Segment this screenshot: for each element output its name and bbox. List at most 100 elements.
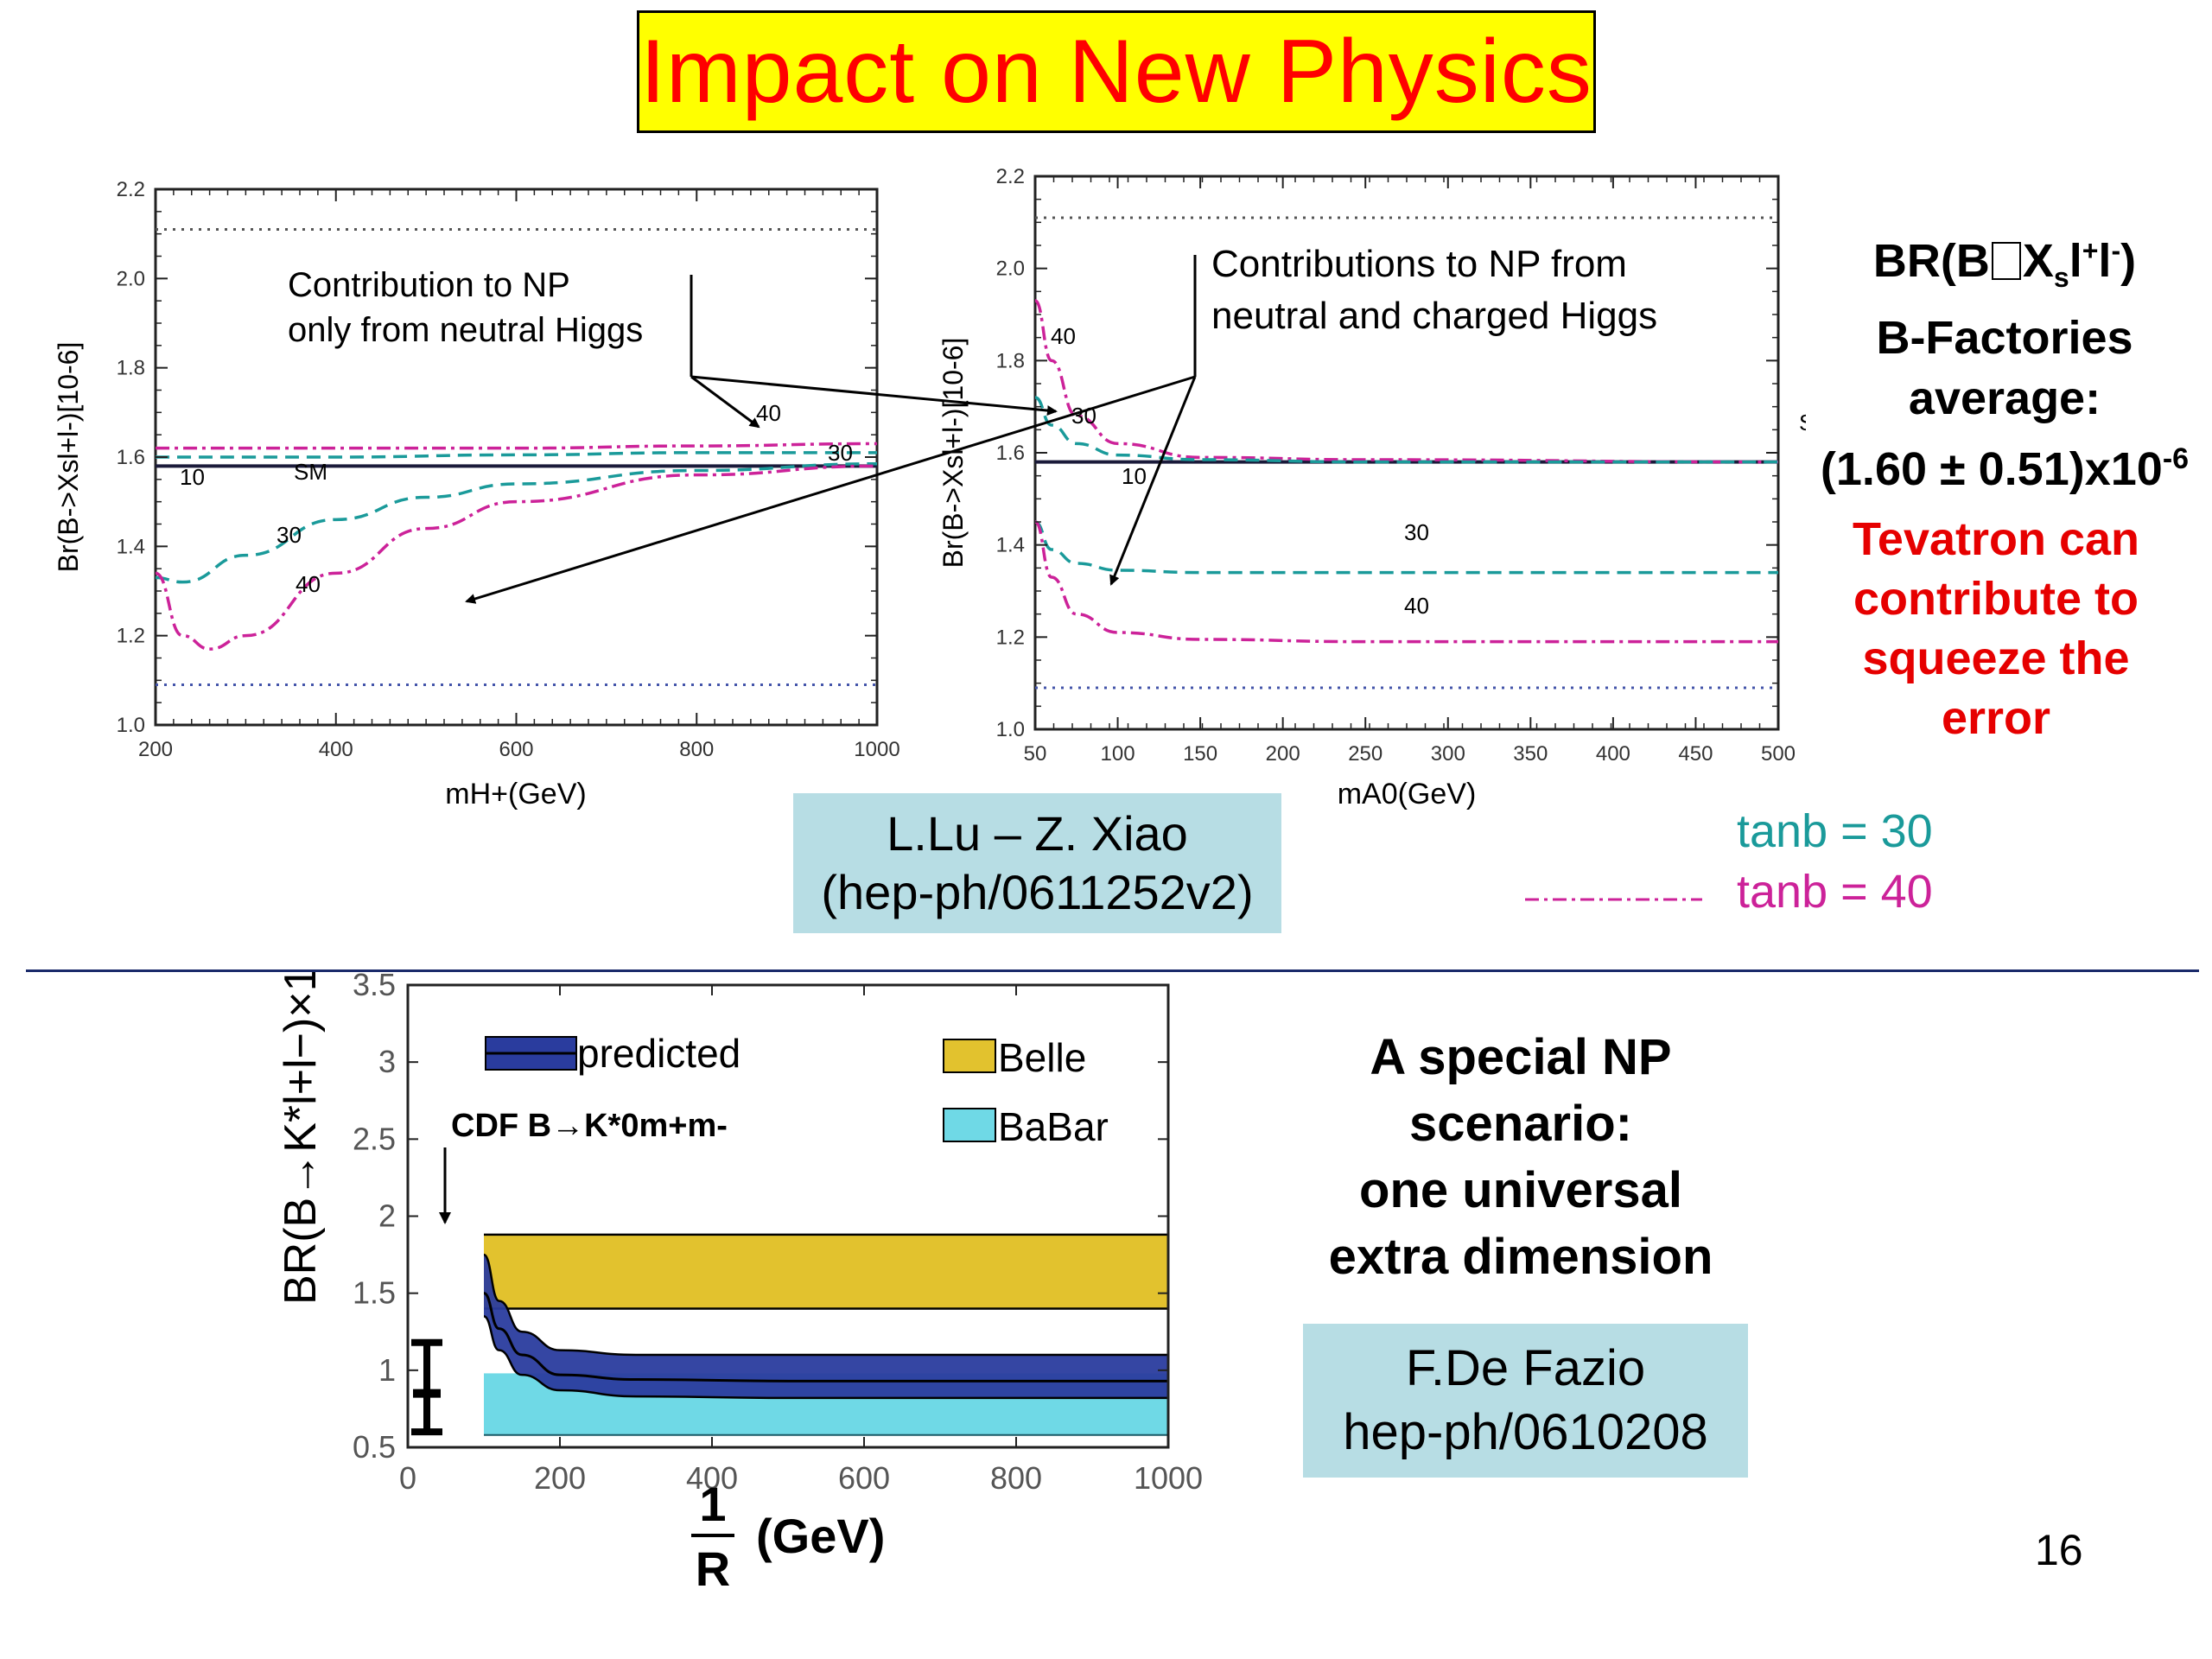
curve-label: 40 — [756, 400, 781, 426]
annotation-line-2: neutral and charged Higgs — [1211, 295, 1657, 337]
series-curve-2 — [155, 462, 878, 584]
ref-author: F.De Fazio — [1405, 1340, 1646, 1396]
slide-title: Impact on New Physics — [640, 21, 1592, 122]
x-tick-label: 500 — [1761, 742, 1796, 766]
x-tick-label: 0 — [399, 1460, 416, 1496]
y-tick-label: 0.5 — [353, 1429, 396, 1465]
cdf-data-point — [411, 1338, 442, 1436]
tevatron-line-3: squeeze the — [1862, 632, 2130, 684]
x-tick-label: 50 — [1024, 742, 1047, 766]
br-line-3: average: — [1908, 372, 2101, 424]
cdf-label: CDF B→K*0m+m- — [451, 1108, 728, 1144]
np-line-3: one universal — [1359, 1162, 1682, 1218]
chart-universal-extra-dimension: 0 200 400 600 800 1000 0.5 1 1.5 2 2.5 3 3.5 predict… — [270, 972, 1203, 1596]
tanb-30-label: tanb = 30 — [1737, 805, 1933, 857]
tanb-legend: tanb = 30 tanb = 40 — [1525, 805, 1933, 918]
br-line-2: B-Factories — [1876, 311, 2133, 364]
x-tick-label: 400 — [686, 1460, 738, 1496]
x-tick-label: 350 — [1513, 742, 1548, 766]
title-box: Impact on New Physics — [637, 10, 1596, 133]
x-tick-label: 1000 — [1134, 1460, 1203, 1496]
predicted-lower — [483, 1315, 1168, 1400]
curve-label: SM — [294, 459, 327, 485]
reference-lu-xiao: L.Lu – Z. Xiao (hep-ph/0611252v2) — [793, 793, 1281, 933]
x-tick-label: 1000 — [854, 738, 899, 761]
belle-band — [484, 1234, 1168, 1309]
curve-label: 30 — [276, 522, 302, 548]
annotation-line-1: Contribution to NP — [288, 266, 570, 304]
x-tick-label: 150 — [1183, 742, 1217, 766]
x-tick-label: 400 — [319, 738, 353, 761]
ref-authors: L.Lu – Z. Xiao — [887, 806, 1188, 861]
y-tick-label: 1.2 — [996, 626, 1025, 649]
series-curve-3 — [155, 464, 878, 651]
curve-label: 10 — [1122, 463, 1147, 489]
x-axis-label-num: 1 — [699, 1477, 726, 1531]
curve-label: 30 — [1404, 519, 1429, 545]
y-tick-label: 2 — [378, 1198, 396, 1234]
section-divider — [26, 969, 2199, 972]
curve-label: 40 — [1404, 593, 1429, 619]
np-line-2: scenario: — [1409, 1096, 1632, 1152]
x-tick-label: 200 — [138, 738, 173, 761]
reference-de-fazio: F.De Fazio hep-ph/0610208 — [1303, 1324, 1748, 1478]
predicted-band — [484, 1255, 1168, 1398]
page-number: 16 — [2035, 1526, 2083, 1574]
y-tick-label: 1.4 — [117, 535, 145, 558]
legend-belle-label: Belle — [998, 1035, 1086, 1080]
br-label: BR(B Xsl+l-) — [1872, 235, 2137, 293]
predicted-central — [483, 1292, 1168, 1382]
curve-label: 40 — [296, 571, 321, 597]
predicted-upper — [483, 1253, 1168, 1357]
curve-label: SM — [1799, 410, 1806, 435]
tanb-40-label: tanb = 40 — [1737, 866, 1933, 918]
x-tick-label: 800 — [679, 738, 714, 761]
x-tick-label: 600 — [838, 1460, 890, 1496]
y-tick-label: 3 — [378, 1044, 396, 1079]
y-axis-label: BR(B→K*l+l−)×106 — [270, 972, 326, 1305]
curve-label: 30 — [828, 440, 853, 466]
y-tick-label: 1.4 — [996, 534, 1025, 557]
y-tick-label: 2.0 — [117, 267, 145, 290]
x-tick-label: 300 — [1431, 742, 1465, 766]
tevatron-line-2: contribute to — [1853, 573, 2139, 625]
x-tick-label: 250 — [1348, 742, 1382, 766]
y-axis-label: Br(B->Xsl+l-)[10-6] — [938, 338, 969, 569]
br-average-block: BR(B Xsl+l-) B-Factories average: (1.60 ±… — [1797, 220, 2212, 499]
y-tick-label: 2.2 — [996, 165, 1025, 188]
tevatron-note: Tevatron can contribute to squeeze the e… — [1806, 510, 2186, 748]
x-axis-label: mH+(GeV) — [445, 778, 586, 810]
y-tick-label: 1.0 — [117, 714, 145, 737]
br-value: (1.60 ± 0.51)x10-6 — [1820, 442, 2190, 495]
x-tick-label: 200 — [1266, 742, 1300, 766]
legend-babar-label: BaBar — [998, 1104, 1109, 1149]
legend-belle: Belle — [943, 1035, 1086, 1080]
series-curve-1 — [156, 451, 877, 459]
ref-arxiv: (hep-ph/0611252v2) — [821, 865, 1254, 919]
series-curve-0 — [156, 442, 878, 450]
chart-higgs-charged-mass: 200 400 600 800 1000 1.0 1.2 1.4 1.6 1.8 2.0 2.2 mH… — [53, 178, 900, 810]
legend-babar: BaBar — [943, 1104, 1109, 1149]
x-tick-label: 400 — [1596, 742, 1630, 766]
np-line-1: A special NP — [1370, 1029, 1672, 1085]
y-tick-label: 1.6 — [117, 446, 145, 469]
curve-label: 10 — [180, 464, 205, 490]
y-tick-label: 1.6 — [996, 442, 1025, 465]
legend-predicted-label: predicted — [577, 1031, 741, 1076]
y-axis-label: Br(B->Xsl+l-)[10-6] — [53, 342, 84, 573]
x-tick-label: 200 — [534, 1460, 586, 1496]
annotation-line-2: only from neutral Higgs — [288, 311, 643, 349]
x-axis-label: 1 R (GeV) — [691, 1477, 885, 1596]
annotation-line-1: Contributions to NP from — [1211, 243, 1627, 285]
legend-predicted: predicted — [485, 1031, 741, 1076]
series-curve-1 — [1034, 396, 1778, 464]
x-tick-label: 600 — [499, 738, 533, 761]
tevatron-line-1: Tevatron can — [1852, 513, 2140, 565]
x-tick-label: 800 — [990, 1460, 1042, 1496]
chart-higgs-neutral-mass: 50 100 150 200 250 300 350 400 450 500 1.0 1.2 1.4 1.… — [938, 165, 1806, 810]
x-axis-label: mA0(GeV) — [1338, 778, 1477, 810]
y-tick-label: 2.0 — [996, 257, 1025, 281]
x-axis-label-den: R — [696, 1541, 730, 1596]
y-tick-label: 1.0 — [996, 718, 1025, 741]
np-scenario-note: A special NP scenario: one universal ext… — [1279, 1024, 1763, 1290]
